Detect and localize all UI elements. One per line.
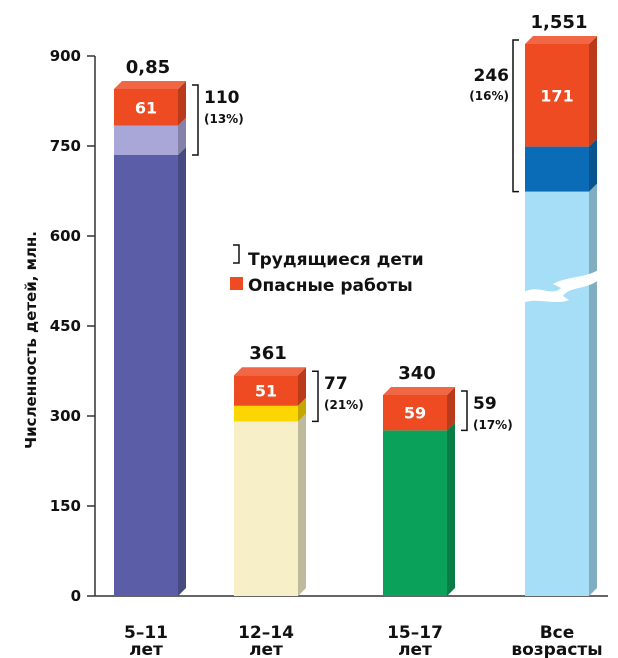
bar-working-side: [178, 117, 186, 155]
bar-working-pct: (13%): [204, 112, 244, 126]
legend-working-label: Трудящиеся дети: [248, 250, 424, 270]
bar-base: [383, 430, 447, 596]
bar-hazardous-top: [525, 36, 597, 44]
bar-hazardous: [114, 89, 178, 126]
bar-hazardous-top: [234, 367, 306, 376]
bar-total-label: 361: [249, 343, 287, 364]
legend-hazardous-label: Опасные работы: [248, 276, 413, 296]
bar-working: [234, 405, 298, 422]
category-label-line2: возрасты: [511, 640, 602, 658]
bar-working-pct: (16%): [469, 89, 509, 103]
bar-hazardous-label: 59: [404, 404, 426, 423]
bar-working-side: [298, 397, 306, 422]
working-bracket: [461, 390, 468, 432]
bar-base-side: [178, 147, 186, 596]
bar-working-pct: (21%): [324, 398, 364, 412]
working-bracket: [312, 370, 319, 423]
bar-total-label: 0,85: [126, 57, 170, 78]
bar-hazardous-side: [447, 387, 455, 431]
bar-base: [114, 155, 178, 596]
y-tick-label: 450: [50, 317, 81, 335]
bar-hazardous-label: 171: [540, 86, 573, 105]
bar-base-side: [589, 183, 597, 596]
category-label-line1: 5–11: [124, 623, 168, 643]
y-tick-label: 900: [50, 47, 81, 65]
legend-bracket-icon: [233, 244, 240, 264]
y-tick-label: 0: [71, 587, 81, 605]
y-tick-label: 150: [50, 497, 81, 515]
bar-hazardous: [234, 375, 298, 406]
y-tick-label: 300: [50, 407, 81, 425]
bar-hazardous-side: [298, 367, 306, 406]
bar-hazardous-side: [178, 81, 186, 126]
category-label-line1: Все: [540, 623, 575, 643]
category-label-line1: 15–17: [387, 623, 443, 643]
working-bracket: [192, 84, 199, 156]
bar-working-label: 77: [324, 374, 348, 394]
bar-total-label: 1,551: [531, 12, 588, 33]
bar-base: [234, 421, 298, 596]
y-tick-label: 600: [50, 227, 81, 245]
bar-working-label: 59: [473, 394, 497, 414]
bar-working-side: [589, 138, 597, 192]
legend-hazardous-swatch: [230, 277, 243, 290]
bar-hazardous-top: [383, 387, 455, 395]
bar-working-label: 246: [474, 66, 510, 86]
bar-working-label: 110: [204, 88, 240, 108]
working-bracket: [512, 39, 519, 193]
bar-hazardous-label: 51: [255, 382, 277, 401]
bar-hazardous: [383, 395, 447, 431]
y-axis-label: Численность детей, млн.: [22, 231, 40, 449]
bar-total-label: 340: [398, 363, 436, 384]
labels-layer: 610,85110(13%)5–11лет5136177(21%)12–14ле…: [124, 12, 603, 658]
category-label-line2: лет: [249, 640, 283, 658]
axis-break-mark: [521, 268, 601, 304]
category-label-line1: 12–14: [238, 623, 294, 643]
axis-layer: 0 150 300 450 600 750 900: [50, 47, 608, 605]
bar-base: [525, 191, 589, 596]
bar-hazardous-label: 61: [135, 98, 157, 117]
legend: Трудящиеся дети Опасные работы: [230, 244, 424, 296]
bar-working: [525, 146, 589, 192]
bar-base-side: [447, 422, 455, 596]
category-label-line2: лет: [398, 640, 432, 658]
bar-hazardous-top: [114, 81, 186, 89]
category-label-line2: лет: [129, 640, 163, 658]
y-tick-label: 750: [50, 137, 81, 155]
bar-working: [114, 125, 178, 155]
bar-hazardous-side: [589, 36, 597, 147]
bar-working-pct: (17%): [473, 418, 513, 432]
bars-layer: [114, 36, 597, 596]
bar-hazardous: [525, 44, 589, 147]
bar-base-side: [298, 413, 306, 596]
